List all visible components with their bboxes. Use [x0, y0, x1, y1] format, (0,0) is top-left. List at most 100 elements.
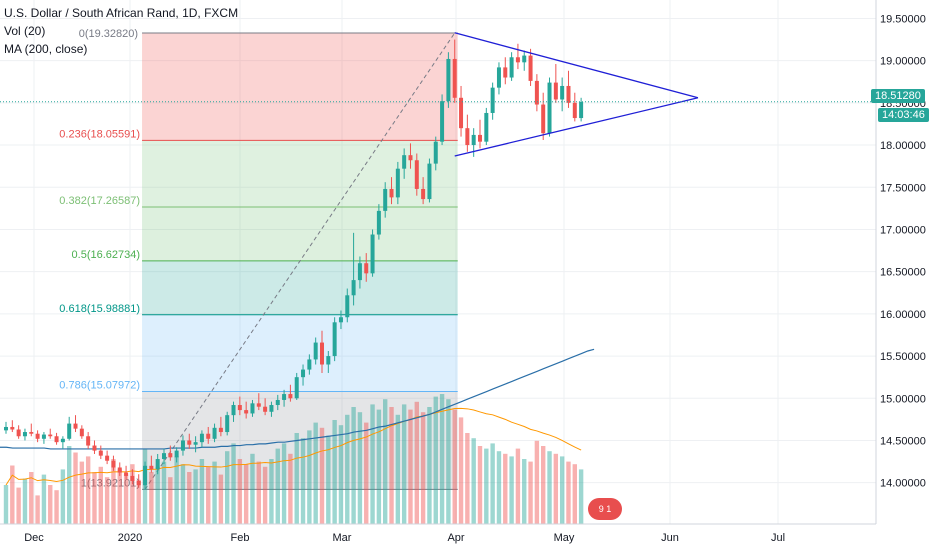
price-tick-label: 19.00000	[880, 56, 926, 68]
fib-level-label: 0.618(15.98881)	[59, 303, 140, 315]
candle-body	[515, 57, 520, 63]
last-price-badge: 18.51280	[871, 89, 925, 103]
price-tick-label: 14.50000	[880, 435, 926, 447]
candle-body	[566, 85, 571, 103]
volume-bar	[351, 407, 356, 524]
volume-bar	[559, 456, 565, 524]
fib-level-label: 1(13.92101)	[81, 477, 140, 489]
volume-bar	[225, 451, 230, 524]
candle-body	[263, 406, 268, 412]
volume-bar	[262, 466, 268, 524]
volume-bar	[326, 435, 331, 524]
volume-bar	[578, 469, 584, 524]
fib-zone	[142, 140, 458, 208]
candle-body	[326, 356, 331, 365]
candle-body	[130, 475, 135, 481]
volume-bar	[566, 461, 571, 524]
volume-indicator-label: Vol (20)	[4, 24, 46, 38]
candle-body	[478, 134, 482, 142]
candle-body	[414, 160, 419, 189]
fib-trend-line	[144, 32, 456, 490]
candle-body	[459, 97, 464, 129]
candle-body	[503, 67, 508, 78]
candle-body	[282, 394, 287, 400]
volume-bar	[237, 459, 243, 524]
candle-body	[79, 428, 84, 437]
candle-body	[92, 445, 97, 451]
candle-body	[579, 102, 584, 119]
volume-bar	[465, 433, 470, 524]
volume-bar	[10, 465, 15, 524]
volume-bar	[180, 464, 186, 524]
candle-body	[313, 342, 318, 360]
time-tick-label: Mar	[333, 532, 352, 544]
candle-body	[484, 112, 489, 142]
volume-bar	[401, 404, 407, 524]
volume-bar	[389, 407, 394, 524]
price-tick-label: 17.50000	[880, 182, 926, 194]
chart-legend: U.S. Dollar / South African Rand, 1D, FX…	[4, 4, 238, 58]
volume-bar	[54, 490, 59, 524]
volume-bar	[294, 433, 299, 524]
candle-body	[67, 423, 72, 439]
moving-average-label: MA (200, close)	[4, 42, 88, 56]
triangle-lower-line	[454, 97, 699, 157]
volume-bar	[92, 472, 97, 524]
candle-body	[269, 405, 274, 412]
volume-bar	[199, 459, 205, 524]
fib-zone	[142, 314, 458, 392]
candle-body	[250, 403, 255, 414]
fib-level-label: 0.5(16.62734)	[72, 249, 141, 261]
candle-body	[522, 55, 527, 63]
candle-body	[41, 434, 46, 439]
price-tick-label: 16.00000	[880, 309, 926, 321]
candle-body	[307, 359, 312, 370]
volume-bar	[60, 469, 66, 524]
fib-zone	[142, 207, 458, 261]
volume-bar	[281, 443, 287, 524]
volume-bar	[332, 420, 337, 524]
candle-body	[440, 101, 445, 142]
candle-body	[193, 442, 198, 445]
triangle-pattern	[454, 32, 699, 157]
volume-bar	[376, 409, 382, 524]
volume-bar	[471, 438, 476, 524]
candle-body	[256, 403, 261, 407]
candle-body	[509, 57, 514, 78]
candle-body	[275, 399, 280, 406]
volume-bar	[357, 412, 363, 524]
volume-bar	[206, 466, 211, 524]
time-tick-label: Dec	[24, 532, 44, 544]
candle-body	[149, 465, 154, 470]
volume-bar	[408, 409, 413, 524]
volume-bar	[528, 461, 533, 524]
volume-bar	[420, 412, 426, 524]
fib-zone	[142, 260, 458, 315]
volume-bar	[3, 485, 9, 524]
volume-bar	[534, 440, 540, 524]
candle-body	[471, 134, 476, 146]
volume-bar	[117, 469, 122, 524]
candle-body	[237, 405, 242, 411]
volume-bar	[250, 453, 255, 524]
volume-bar	[288, 453, 293, 524]
volume-bar	[547, 451, 552, 524]
candle-body	[320, 342, 324, 365]
candle-body	[421, 188, 426, 200]
candle-body	[332, 322, 337, 357]
volume-bar	[395, 414, 401, 524]
us-flag-event-icon[interactable]: 9 1	[588, 498, 622, 520]
candle-body	[465, 128, 470, 146]
volume-bar	[35, 495, 40, 524]
volume-bar	[522, 459, 527, 524]
candle-body	[35, 433, 40, 439]
volume-bar	[155, 466, 160, 524]
volume-bar	[496, 451, 502, 524]
volume-bar	[319, 427, 325, 524]
countdown-badge: 14:03:46	[878, 108, 929, 122]
candle-body	[364, 263, 369, 274]
volume-bars	[3, 394, 584, 524]
candle-body	[547, 82, 552, 134]
candle-body	[111, 460, 116, 468]
